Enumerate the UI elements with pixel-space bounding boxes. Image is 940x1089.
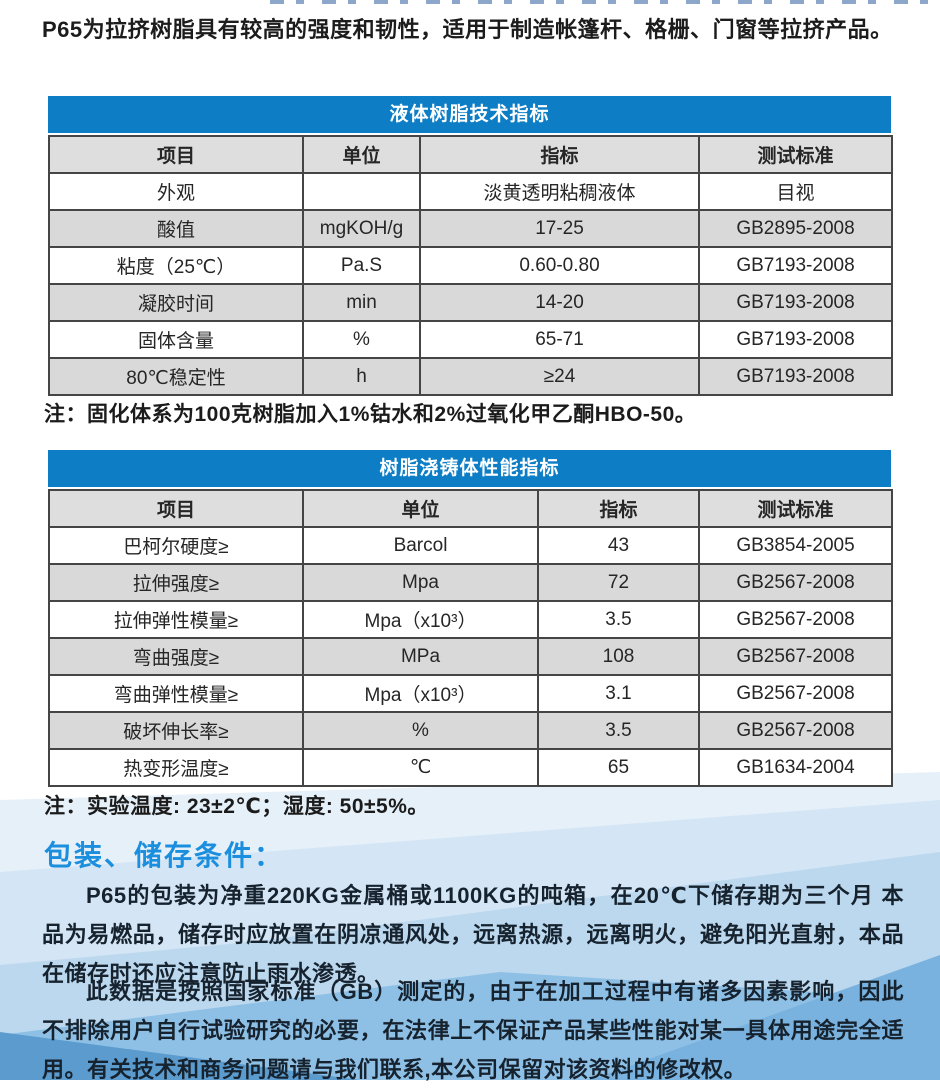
packaging-storage-heading: 包装、储存条件：	[44, 840, 285, 871]
table-row: 固体含量% 65-71 GB7193-2008	[48, 320, 893, 359]
table-cell: Mpa（x10³）	[302, 600, 539, 639]
table-cell: 3.5	[537, 600, 700, 639]
table-cell: GB2567-2008	[698, 674, 893, 713]
table-cell: GB2567-2008	[698, 600, 893, 639]
column-header-spec: 指标	[419, 135, 700, 174]
table-cell: 凝胶时间	[48, 283, 304, 322]
table-header-row: 项目 单位 指标 测试标准	[48, 135, 893, 174]
disclaimer-paragraph: 此数据是按照国家标准（GB）测定的，由于在加工过程中有诸多因素影响，因此不排除用…	[42, 979, 904, 1082]
table-cell: GB3854-2005	[698, 526, 893, 565]
table-row: 弯曲弹性模量≥ Mpa（x10³） 3.1 GB2567-2008	[48, 674, 893, 713]
casting-performance-table-title: 树脂浇铸体性能指标	[48, 450, 891, 487]
table-cell: 拉伸弹性模量≥	[48, 600, 304, 639]
table-cell: 80℃稳定性	[48, 357, 304, 396]
test-conditions-note: 注：实验温度: 23±2℃；湿度: 50±5%。	[44, 795, 429, 818]
table-cell: 热变形温度≥	[48, 748, 304, 787]
table-cell: GB7193-2008	[698, 246, 893, 285]
table-cell: MPa	[302, 637, 539, 676]
table-row: 拉伸强度≥ Mpa 72 GB2567-2008	[48, 563, 893, 602]
table-cell: 目视	[698, 172, 893, 211]
table-cell: 酸值	[48, 209, 304, 248]
table-cell: GB7193-2008	[698, 320, 893, 359]
column-header-item: 项目	[48, 489, 304, 528]
table-cell: min	[302, 283, 421, 322]
table-cell: Mpa	[302, 563, 539, 602]
clipped-header-fragment	[270, 0, 930, 4]
table-cell: 65-71	[419, 320, 700, 359]
table-row: 80℃稳定性 h ≥24 GB7193-2008	[48, 357, 893, 396]
column-header-standard: 测试标准	[698, 135, 893, 174]
table-cell: 72	[537, 563, 700, 602]
table-cell: 43	[537, 526, 700, 565]
table-cell: 淡黄透明粘稠液体	[419, 172, 700, 211]
table-cell: Pa.S	[302, 246, 421, 285]
table-cell: 固体含量	[48, 320, 304, 359]
table-cell: Barcol	[302, 526, 539, 565]
table-cell: mgKOH/g	[302, 209, 421, 248]
table-cell: 粘度（25℃）	[48, 246, 304, 285]
column-header-unit: 单位	[302, 489, 539, 528]
table-cell: %	[302, 711, 539, 750]
table-header-row: 项目 单位 指标 测试标准	[48, 489, 893, 528]
table-cell	[302, 172, 421, 211]
intro-text: P65为拉挤树脂具有较高的强度和韧性，适用于制造帐篷杆、格栅、门窗等拉挤产品。	[42, 17, 893, 42]
table-cell: 弯曲强度≥	[48, 637, 304, 676]
table-cell: GB2567-2008	[698, 711, 893, 750]
table-row: 巴柯尔硬度≥ Barcol 43 GB3854-2005	[48, 526, 893, 565]
table-cell: 弯曲弹性模量≥	[48, 674, 304, 713]
curing-system-note: 注：固化体系为100克树脂加入1%钴水和2%过氧化甲乙酮HBO-50。	[44, 403, 697, 426]
table-row: 粘度（25℃） Pa.S 0.60-0.80 GB7193-2008	[48, 246, 893, 285]
table-row: 破坏伸长率≥% 3.5 GB2567-2008	[48, 711, 893, 750]
table-row: 热变形温度≥ ℃ 65 GB1634-2004	[48, 748, 893, 787]
table-row: 外观 淡黄透明粘稠液体 目视	[48, 172, 893, 211]
table-row: 酸值 mgKOH/g 17-25 GB2895-2008	[48, 209, 893, 248]
table-cell: %	[302, 320, 421, 359]
column-header-standard: 测试标准	[698, 489, 893, 528]
casting-performance-table-section: 树脂浇铸体性能指标 项目 单位 指标 测试标准 巴柯尔硬度≥ Barcol 43 GB…	[48, 450, 893, 787]
table-cell: 3.5	[537, 711, 700, 750]
column-header-unit: 单位	[302, 135, 421, 174]
liquid-resin-table-section: 液体树脂技术指标 项目 单位 指标 测试标准 外观 淡黄透明粘稠液体 目视 酸值 mgK…	[48, 96, 893, 396]
table-cell: 破坏伸长率≥	[48, 711, 304, 750]
table-cell: GB7193-2008	[698, 357, 893, 396]
casting-performance-table: 项目 单位 指标 测试标准 巴柯尔硬度≥ Barcol 43 GB3854-2005 拉…	[48, 489, 893, 787]
liquid-resin-table-title: 液体树脂技术指标	[48, 96, 891, 133]
table-cell: 0.60-0.80	[419, 246, 700, 285]
table-row: 弯曲强度≥ MPa 108 GB2567-2008	[48, 637, 893, 676]
table-cell: GB2895-2008	[698, 209, 893, 248]
table-cell: 65	[537, 748, 700, 787]
table-cell: 17-25	[419, 209, 700, 248]
packaging-storage-paragraph: P65的包装为净重220KG金属桶或1100KG的吨箱，在20℃下储存期为三个月…	[42, 883, 904, 986]
table-cell: Mpa（x10³）	[302, 674, 539, 713]
table-cell: 外观	[48, 172, 304, 211]
table-cell: 108	[537, 637, 700, 676]
table-cell: 拉伸强度≥	[48, 563, 304, 602]
table-cell: GB2567-2008	[698, 637, 893, 676]
table-cell: GB7193-2008	[698, 283, 893, 322]
table-cell: 14-20	[419, 283, 700, 322]
table-row: 拉伸弹性模量≥ Mpa（x10³） 3.5 GB2567-2008	[48, 600, 893, 639]
table-cell: GB1634-2004	[698, 748, 893, 787]
table-cell: 3.1	[537, 674, 700, 713]
liquid-resin-table: 项目 单位 指标 测试标准 外观 淡黄透明粘稠液体 目视 酸值 mgKOH/g 17-25…	[48, 135, 893, 396]
column-header-spec: 指标	[537, 489, 700, 528]
table-cell: 巴柯尔硬度≥	[48, 526, 304, 565]
table-cell: ≥24	[419, 357, 700, 396]
table-row: 凝胶时间 min 14-20 GB7193-2008	[48, 283, 893, 322]
table-cell: GB2567-2008	[698, 563, 893, 602]
table-cell: h	[302, 357, 421, 396]
column-header-item: 项目	[48, 135, 304, 174]
table-cell: ℃	[302, 748, 539, 787]
